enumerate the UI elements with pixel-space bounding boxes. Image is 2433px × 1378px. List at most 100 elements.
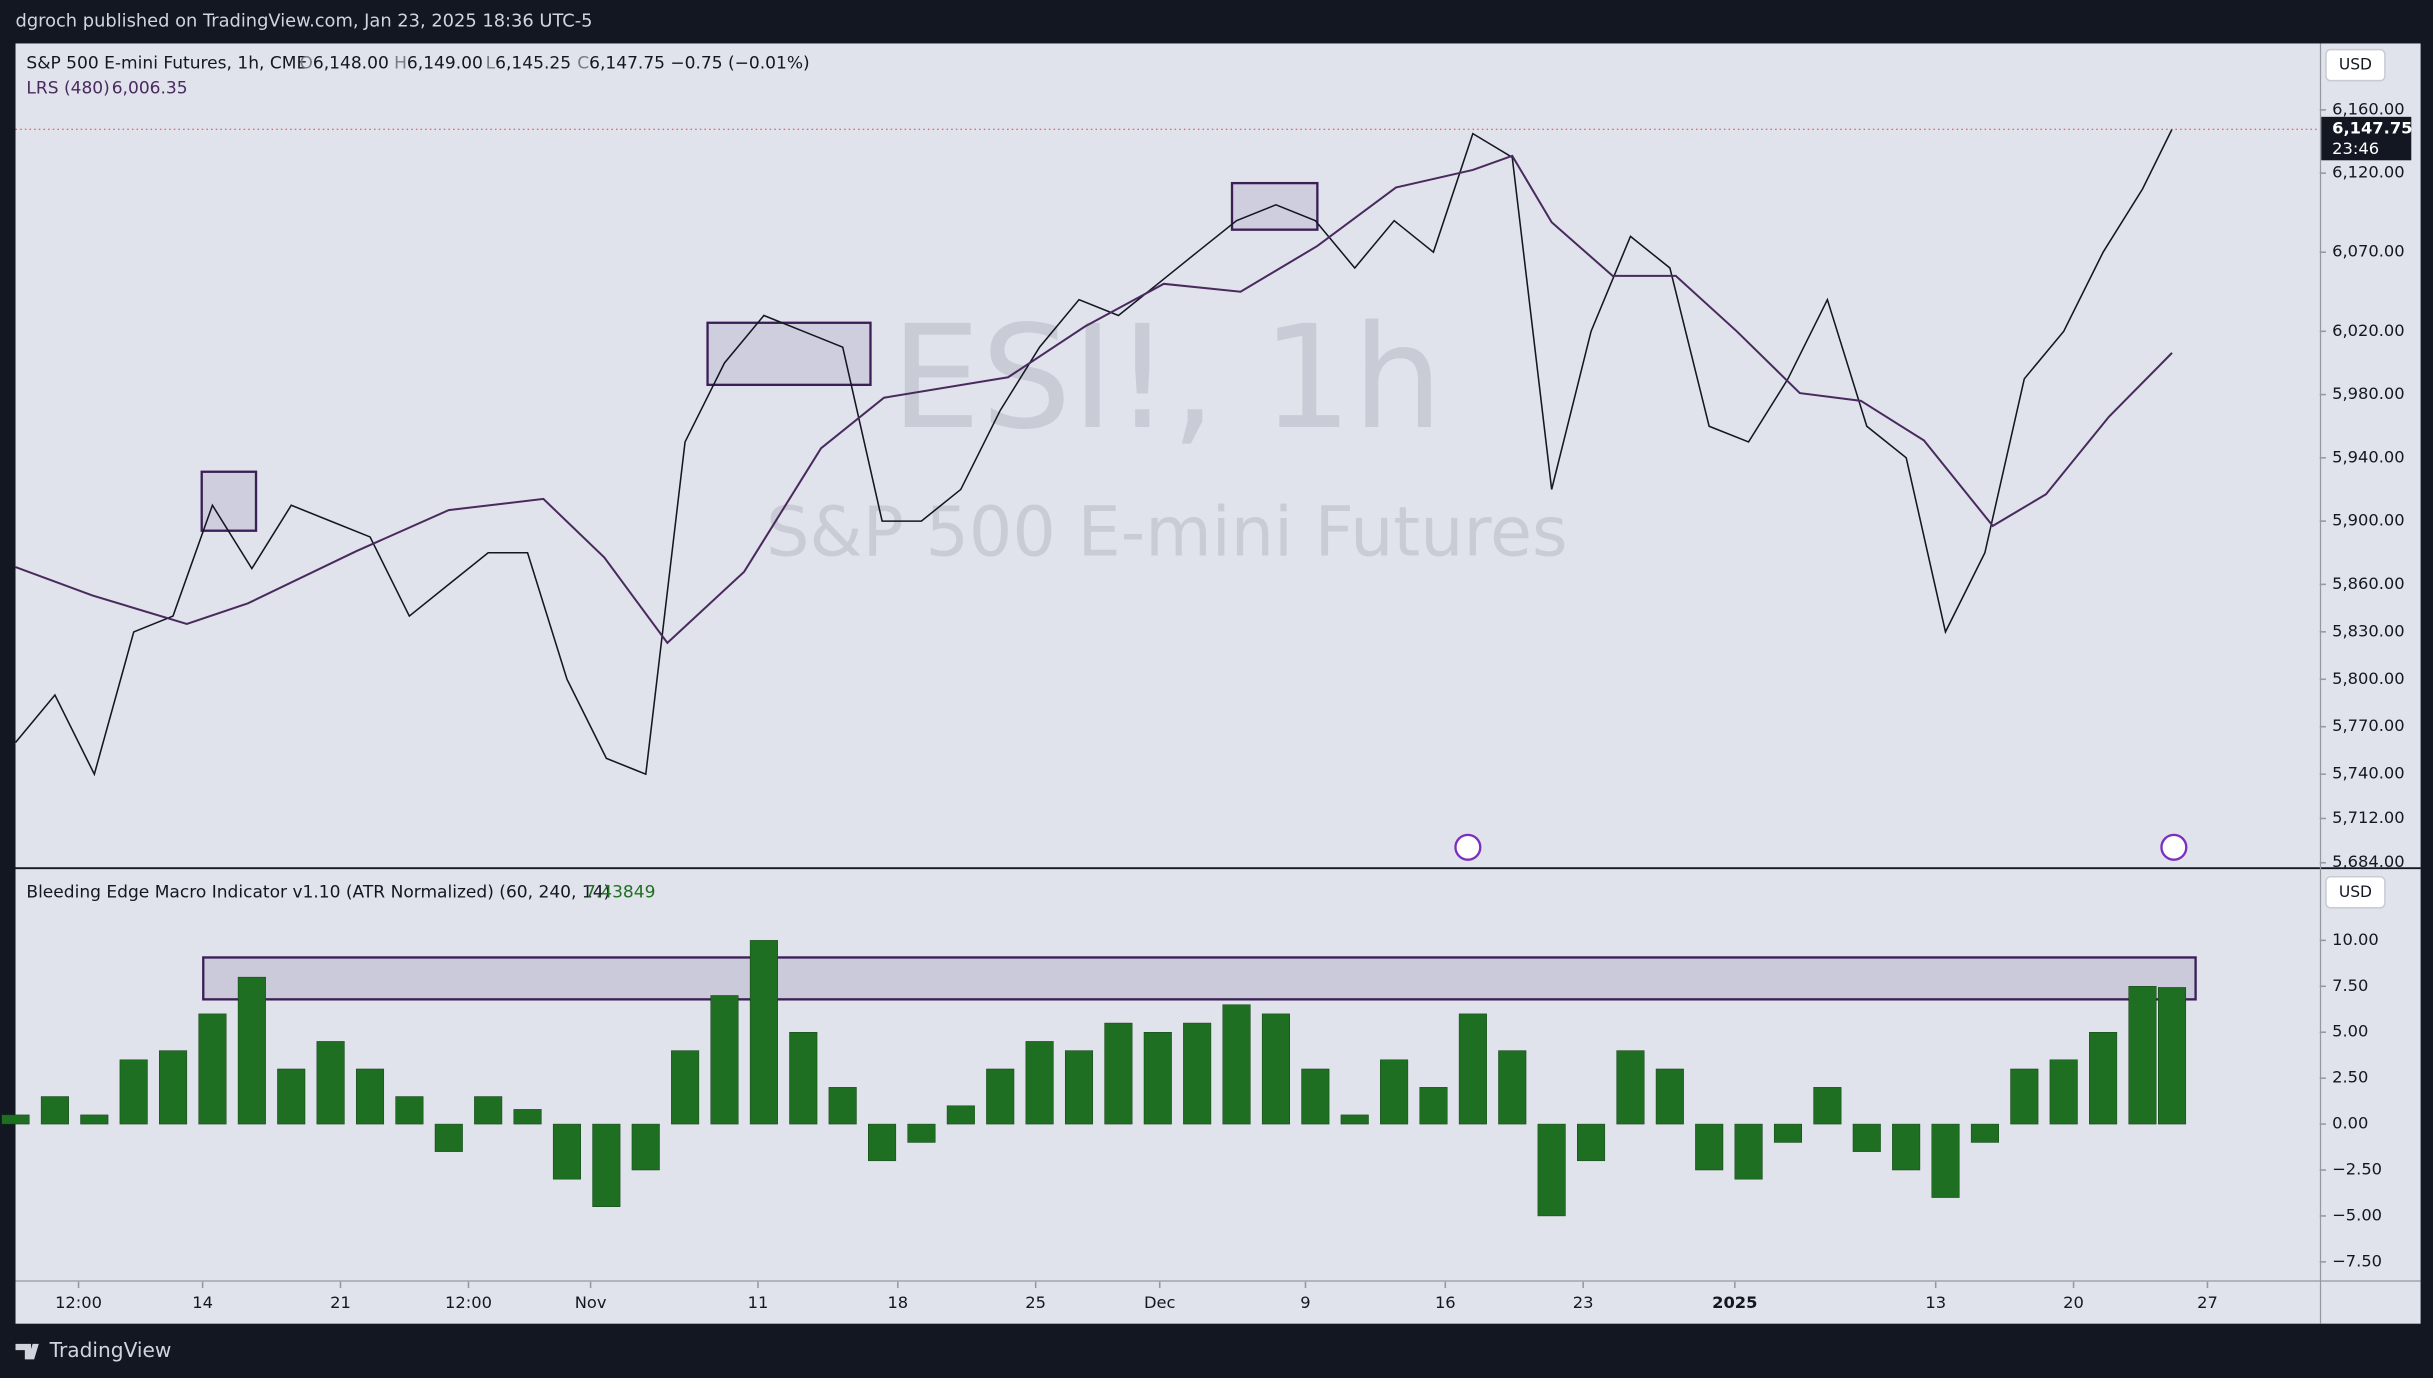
histogram-bar: [1380, 1059, 1409, 1125]
symbol-legend: S&P 500 E-mini Futures, 1h, CME: [26, 54, 307, 74]
x-tick-label: 14: [192, 1293, 213, 1312]
ohlc-item: H6,149.00: [394, 54, 483, 74]
histogram-bar: [355, 1068, 385, 1125]
x-tick-label: 13: [1925, 1293, 1946, 1312]
x-tick-label: 12:00: [445, 1293, 492, 1312]
ohlc-value: 6,149.00: [407, 54, 483, 74]
histogram-bar: [1695, 1123, 1724, 1171]
histogram-bar: [2128, 986, 2157, 1125]
y-tick-label: 5,830.00: [2332, 621, 2405, 640]
histogram-bar: [710, 995, 739, 1125]
histogram-bar: [1064, 1050, 1094, 1125]
histogram-bar: [1183, 1022, 1212, 1125]
histogram-bar: [1498, 1050, 1527, 1125]
brand: TradingView: [49, 1338, 172, 1362]
event-icon[interactable]: [2160, 833, 2188, 861]
histogram-bar: [237, 976, 266, 1125]
histogram-bar: [513, 1109, 542, 1125]
histogram-bar: [159, 1050, 188, 1125]
watermark-subtitle: S&P 500 E-mini Futures: [766, 493, 1568, 572]
y-tick-label: 5,860.00: [2332, 574, 2405, 593]
ohlc-key: L: [486, 54, 496, 74]
histogram-bar: [277, 1068, 306, 1125]
y-tick-label: 6,020.00: [2332, 321, 2405, 340]
y-tick-label: 5,900.00: [2332, 511, 2405, 530]
histogram-bar: [1458, 1013, 1487, 1125]
currency-button[interactable]: [2325, 48, 2386, 82]
histogram-bar: [1655, 1068, 1684, 1125]
histogram-bar: [40, 1096, 69, 1125]
histogram-bar: [1, 1114, 30, 1125]
ohlc-key: O: [299, 54, 312, 74]
x-tick-label: 9: [1300, 1293, 1310, 1312]
watermark: ESI!, 1h: [891, 294, 1443, 461]
indicator-legend: Bleeding Edge Macro Indicator v1.10 (ATR…: [26, 882, 610, 902]
x-tick-label: Nov: [575, 1293, 607, 1312]
histogram-bar: [1340, 1114, 1369, 1125]
histogram-bar: [474, 1096, 503, 1125]
histogram-bar: [1734, 1123, 1763, 1180]
histogram-bar: [198, 1013, 227, 1125]
countdown: 23:46: [2332, 139, 2379, 158]
x-tick-label: 16: [1435, 1293, 1456, 1312]
histogram-bar: [631, 1123, 660, 1171]
x-tick-label: 11: [748, 1293, 769, 1312]
ohlc-item: C6,147.75: [577, 54, 665, 74]
ohlc-key: C: [577, 54, 589, 74]
axis: 10.00 7.50 5.00 2.50 0.00 −2.50 −5.00 −7.50 12:0…: [55, 930, 2382, 1312]
histogram-bar: [2049, 1059, 2078, 1125]
histogram-bar: [1419, 1087, 1448, 1125]
histogram-bar: [2089, 1031, 2118, 1125]
histogram-bar: [1773, 1123, 1803, 1143]
histogram-bar: [1143, 1031, 1172, 1125]
histogram-bar: [907, 1123, 936, 1143]
histogram-bar: [868, 1123, 897, 1162]
y-tick-label: 5,980.00: [2332, 384, 2405, 403]
histogram-bar: [80, 1114, 109, 1125]
histogram-bar: [1301, 1068, 1330, 1125]
histogram-bar: [946, 1105, 975, 1125]
y-tick-label: 5,940.00: [2332, 447, 2405, 466]
y-tick-label: −2.50: [2332, 1160, 2382, 1179]
currency: USD: [2339, 56, 2372, 74]
drawn-box: [706, 321, 872, 387]
y-tick-label: 6,070.00: [2332, 242, 2405, 261]
histogram-bar: [2158, 987, 2187, 1125]
histogram-bar: [1222, 1004, 1251, 1125]
series-line: [15, 154, 2173, 645]
y-tick-label: 5,770.00: [2332, 716, 2405, 735]
histogram-bar: [986, 1068, 1015, 1125]
y-tick-label: −5.00: [2332, 1205, 2382, 1224]
y-tick-label: 10.00: [2332, 930, 2379, 949]
histogram-bar: [592, 1123, 621, 1207]
published-line: dgroch published on TradingView.com, Jan…: [16, 11, 593, 32]
histogram-bar: [395, 1096, 424, 1125]
event-icon[interactable]: [1454, 833, 1482, 861]
x-tick-label: 18: [887, 1293, 908, 1312]
y-tick-label: 2.50: [2332, 1068, 2368, 1087]
y-tick-label: 0.00: [2332, 1114, 2368, 1133]
ohlc-key: H: [394, 54, 407, 74]
y-tick-label: 6,120.00: [2332, 163, 2405, 182]
histogram-bar: [119, 1059, 148, 1125]
brand-logo: [15, 1343, 39, 1360]
last-price-label: 6,147.75: [2332, 119, 2412, 138]
histogram-bar: [828, 1087, 857, 1125]
y-tick-label: −7.50: [2332, 1251, 2382, 1270]
currency-button[interactable]: [2325, 875, 2386, 909]
histogram-bar: [2010, 1068, 2039, 1125]
last-price-badge: [2321, 116, 2412, 161]
ohlc-value: 6,148.00: [313, 54, 389, 74]
histogram-bar: [316, 1041, 345, 1125]
histogram-bar: [789, 1031, 818, 1125]
histogram-bar: [671, 1050, 700, 1125]
histogram-bar: [1931, 1123, 1960, 1198]
histogram-bar: [749, 940, 778, 1125]
histogram-bar: [1616, 1050, 1645, 1125]
histogram-bar: [1813, 1087, 1842, 1125]
histogram-bar: [1852, 1123, 1881, 1152]
histogram-bar: [1537, 1123, 1566, 1217]
change: −0.75 (−0.01%): [670, 54, 809, 74]
histogram-bar: [1025, 1041, 1054, 1125]
